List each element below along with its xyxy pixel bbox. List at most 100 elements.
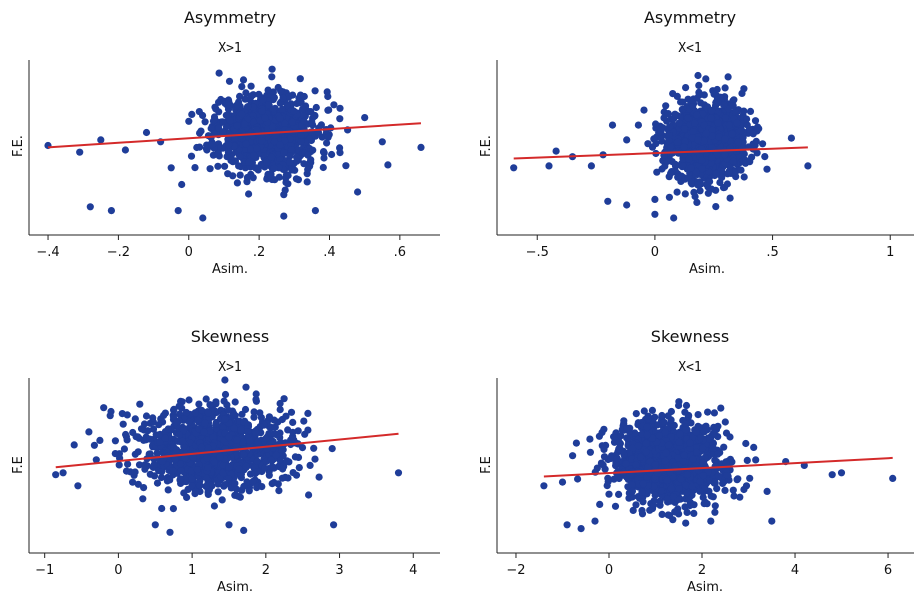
fit-line [543, 456, 893, 478]
scatter-point [304, 409, 312, 417]
x-axis-label: Asim. [217, 580, 253, 595]
scatter-point [230, 424, 238, 432]
scatter-point [85, 428, 93, 436]
scatter-point [642, 448, 651, 456]
scatter-point [131, 415, 139, 423]
x-tick-label: 1 [886, 245, 894, 260]
x-tick-label: 0 [114, 563, 122, 578]
x-tick-label: .5 [766, 245, 778, 260]
scatter-point [230, 142, 238, 150]
scatter-point [195, 400, 203, 408]
scatter-point [201, 419, 209, 427]
scatter-point [632, 501, 640, 509]
scatter-point [655, 431, 664, 440]
scatter-point [304, 426, 312, 434]
scatter-point [311, 207, 319, 215]
scatter-point [290, 107, 298, 115]
scatter-point [119, 420, 127, 428]
scatter-point [665, 137, 673, 145]
scatter-point [261, 114, 269, 122]
scatter-point [198, 406, 206, 414]
scatter-point [236, 171, 244, 179]
x-tick-label: 2 [698, 563, 706, 578]
scatter-point [673, 138, 682, 146]
scatter-point [717, 404, 725, 412]
scatter-point [187, 467, 196, 475]
scatter-point [658, 137, 666, 145]
scatter-point [204, 409, 212, 417]
x-tick-label: 4 [791, 563, 799, 578]
scatter-point [693, 448, 701, 456]
scatter-point [233, 101, 241, 109]
scatter-point [250, 151, 258, 160]
scatter-point [718, 173, 726, 182]
scatter-point [669, 493, 678, 501]
scatter-point [245, 487, 253, 495]
scatter-point [175, 402, 183, 410]
scatter-point [737, 166, 745, 174]
scatter-point [124, 460, 132, 468]
scatter-point [267, 456, 275, 464]
scatter-point [74, 482, 82, 490]
scatter-point [628, 481, 636, 489]
scatter-point [684, 114, 692, 122]
scatter-point [268, 122, 277, 131]
scatter-point [278, 446, 286, 454]
scatter-point [231, 134, 239, 142]
scatter-point [245, 158, 253, 166]
scatter-point [280, 149, 288, 157]
scatter-point [709, 444, 718, 452]
scatter-point [172, 446, 181, 454]
scatter-point [679, 457, 687, 465]
scatter-point [135, 461, 144, 469]
scatter-point [182, 408, 190, 417]
scatter-point [268, 463, 276, 471]
scatter-point [219, 118, 227, 126]
scatter-point [708, 144, 716, 152]
scatter-point [139, 495, 147, 503]
scatter-point [289, 469, 297, 477]
scatter-point [153, 479, 162, 487]
x-tick-label: 6 [884, 563, 892, 578]
scatter-point [223, 153, 231, 161]
scatter-point [694, 136, 702, 144]
scatter-point [136, 400, 144, 408]
x-tick-label: .4 [323, 245, 335, 260]
x-axis-label: Asim. [689, 262, 725, 277]
scatter-point [264, 86, 272, 94]
scatter-point [643, 423, 651, 431]
scatter-point [694, 71, 702, 80]
scatter-point [197, 443, 206, 451]
scatter-point [695, 81, 703, 89]
scatter-point [311, 455, 319, 463]
scatter-point [144, 427, 152, 435]
scatter-point [715, 472, 723, 480]
scatter-point [682, 519, 690, 527]
scatter-point [639, 498, 647, 506]
scatter-point [661, 428, 669, 436]
scatter-point [275, 487, 283, 495]
scatter-point [219, 461, 227, 469]
scatter-point [92, 456, 100, 464]
scatter-point [617, 432, 625, 440]
scatter-point [242, 462, 250, 471]
scatter-point [215, 69, 223, 77]
scatter-point [270, 137, 279, 146]
scatter-point [768, 517, 776, 525]
scatter-point [288, 118, 296, 126]
scatter-point [682, 481, 690, 490]
scatter-point [417, 143, 425, 151]
scatter-point [671, 160, 679, 168]
scatter-point [674, 454, 682, 462]
scatter-point [247, 145, 255, 153]
y-axis-label: F.E. [479, 135, 494, 157]
chart-subtitle: X<1 [678, 41, 701, 56]
scatter-point [59, 469, 67, 477]
x-tick-label: 0 [605, 563, 613, 578]
scatter-point [623, 434, 631, 442]
scatter-point [639, 480, 647, 488]
scatter-point [268, 65, 276, 73]
scatter-point [540, 482, 548, 490]
scatter-point [695, 423, 703, 431]
